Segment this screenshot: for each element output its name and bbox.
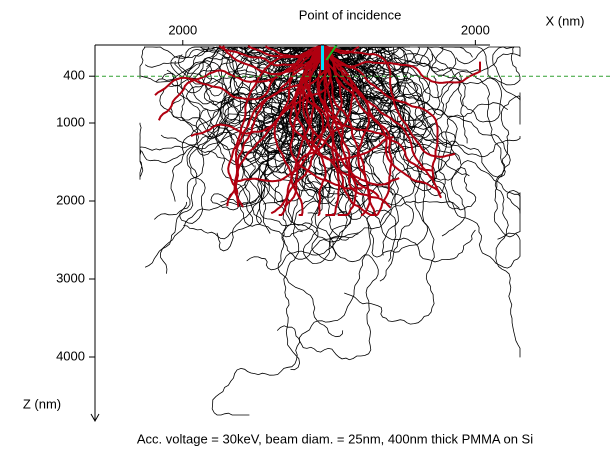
x-tick-label: 2000 (461, 22, 490, 37)
chart: Point of incidence X (nm) Z (nm) Acc. vo… (0, 0, 610, 456)
caption: Acc. voltage = 30keV, beam diam. = 25nm,… (137, 431, 533, 446)
y-tick-label: 3000 (56, 270, 85, 285)
y-tick-label: 400 (63, 68, 85, 83)
chart-title: Point of incidence (299, 7, 402, 22)
x-tick-label: 2000 (168, 22, 197, 37)
y-tick-label: 1000 (56, 114, 85, 129)
y-tick-label: 4000 (56, 348, 85, 363)
x-axis-label: X (nm) (546, 13, 585, 28)
page: Point of incidence X (nm) Z (nm) Acc. vo… (0, 0, 610, 456)
y-tick-label: 2000 (56, 192, 85, 207)
y-axis-label: Z (nm) (23, 396, 61, 411)
trajectories (140, 45, 520, 415)
